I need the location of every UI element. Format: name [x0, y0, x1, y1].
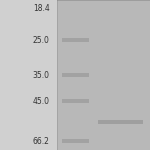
Bar — [98, 120, 142, 124]
Text: 25.0: 25.0 — [33, 36, 50, 45]
Text: 18.4: 18.4 — [33, 4, 50, 13]
Bar — [61, 139, 88, 143]
Text: 35.0: 35.0 — [33, 70, 50, 80]
Text: 66.2: 66.2 — [33, 137, 50, 146]
Bar — [61, 99, 88, 103]
Bar — [57, 0, 58, 150]
Bar — [61, 73, 88, 77]
Bar — [0, 0, 57, 150]
Bar — [61, 38, 88, 42]
Text: 45.0: 45.0 — [33, 97, 50, 106]
